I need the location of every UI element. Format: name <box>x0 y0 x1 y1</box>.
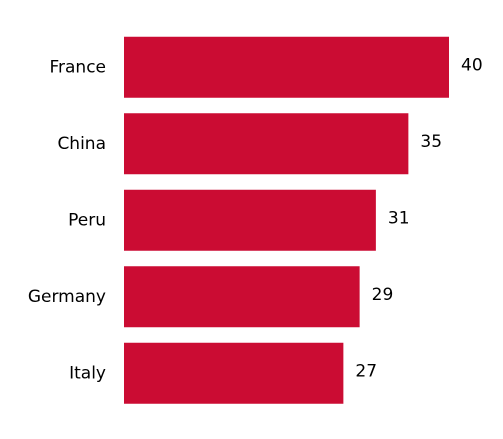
y-tick-label: Italy <box>69 363 106 383</box>
value-label: 40 <box>461 55 483 75</box>
value-label: 29 <box>372 285 394 305</box>
y-tick-label: Peru <box>68 210 106 230</box>
y-tick-label: China <box>57 134 106 154</box>
bar <box>124 113 409 175</box>
value-label: 31 <box>388 208 410 228</box>
bar <box>124 266 360 328</box>
value-label: 27 <box>355 361 377 381</box>
bar <box>124 36 449 98</box>
bar <box>124 342 344 404</box>
y-tick-label: France <box>49 57 106 77</box>
bar <box>124 189 376 251</box>
value-label: 35 <box>420 132 442 152</box>
y-tick-label: Germany <box>28 287 106 307</box>
